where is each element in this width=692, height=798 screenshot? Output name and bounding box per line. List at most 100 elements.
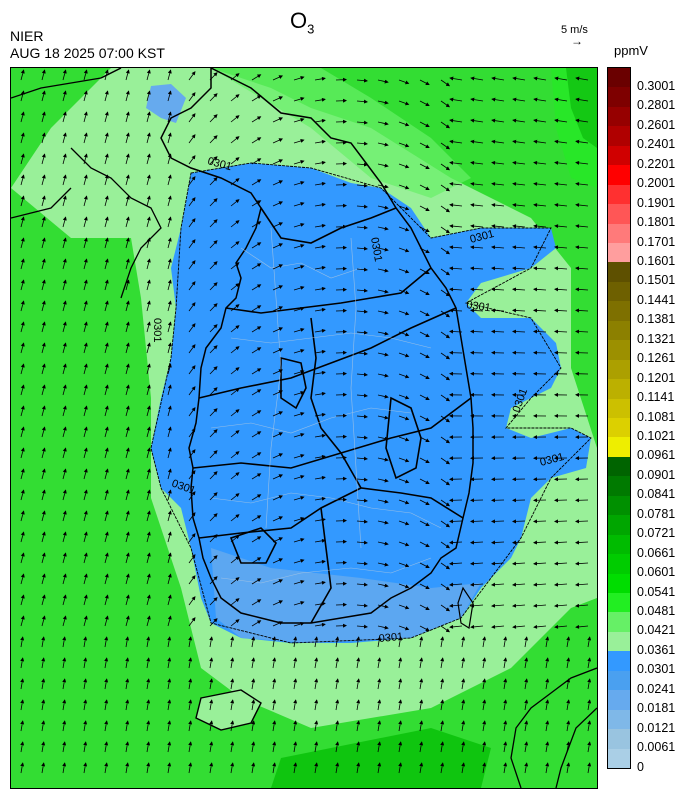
wind-arrow-icon <box>104 615 109 627</box>
wind-arrow-icon <box>41 195 46 207</box>
wind-arrow-icon <box>251 284 262 291</box>
wind-arrow-icon <box>293 118 305 123</box>
wind-arrow-icon <box>545 636 550 648</box>
colorbar-cell <box>608 554 630 574</box>
wind-arrow-icon <box>575 181 589 186</box>
colorbar-label: 0.1081 <box>637 409 676 424</box>
wind-arrow-icon <box>272 222 284 228</box>
wind-arrow-icon <box>419 436 430 443</box>
wind-arrow-icon <box>251 431 262 438</box>
wind-arrow-icon <box>491 540 505 545</box>
wind-arrow-icon <box>533 139 547 144</box>
wind-arrow-icon <box>554 181 568 186</box>
wind-arrow-icon <box>62 720 67 732</box>
wind-arrow-icon <box>449 97 463 102</box>
colorbar-cell <box>608 165 630 185</box>
wind-arrow-icon <box>356 720 361 732</box>
wind-arrow-icon <box>440 415 451 423</box>
colorbar-cell <box>608 612 630 632</box>
wind-arrow-icon <box>449 160 463 165</box>
wind-arrow-icon <box>314 370 326 375</box>
wind-arrow-icon <box>62 636 67 648</box>
wind-arrow-icon <box>356 330 368 335</box>
colorbar-label: 0.0181 <box>637 701 676 716</box>
wind-arrow-icon <box>377 541 389 546</box>
colorbar-cell <box>608 320 630 341</box>
peninsula-coastline <box>100 68 474 624</box>
wind-arrow-icon <box>440 79 451 87</box>
wind-arrow-icon <box>167 300 172 312</box>
contour-lines <box>150 162 592 644</box>
wind-arrow-icon <box>209 408 218 417</box>
colorbar-label: 0.2001 <box>637 176 676 191</box>
wind-arrow-icon <box>314 202 326 207</box>
wind-arrow-icon <box>125 573 130 585</box>
wind-arrow-icon <box>356 267 368 272</box>
wind-arrow-icon <box>293 139 305 144</box>
wind-arrow-icon <box>230 283 240 291</box>
wind-arrow-icon <box>575 266 589 271</box>
wind-arrow-icon <box>512 540 526 545</box>
wind-arrow-icon <box>230 94 240 102</box>
wind-arrow-icon <box>188 302 196 312</box>
wind-arrow-icon <box>419 636 424 648</box>
wind-arrow-icon <box>482 720 487 732</box>
contour-label: 0301 <box>368 236 384 262</box>
wind-arrow-icon <box>83 300 88 312</box>
wind-arrow-icon <box>398 121 410 127</box>
wind-arrow-icon <box>377 720 382 732</box>
wind-arrow-icon <box>440 205 451 213</box>
wind-arrow-icon <box>293 496 305 501</box>
wind-arrow-icon <box>398 415 410 421</box>
title-main: O <box>290 8 308 33</box>
wind-arrow-icon <box>167 594 172 606</box>
wind-arrow-icon <box>41 573 46 585</box>
wind-arrow-icon <box>293 265 305 270</box>
wind-arrow-icon <box>293 762 298 774</box>
wind-arrow-icon <box>146 573 151 585</box>
wind-arrow-icon <box>377 762 382 774</box>
wind-arrow-icon <box>512 181 526 186</box>
japan-coastline <box>510 667 597 788</box>
wind-arrow-icon <box>209 240 218 249</box>
wind-arrow-icon <box>62 384 67 396</box>
wind-arrow-icon <box>356 699 361 711</box>
colorbar-cell <box>608 729 630 749</box>
colorbar-cell <box>608 184 630 205</box>
wind-arrow-icon <box>104 321 109 333</box>
wind-arrow-icon <box>83 531 88 543</box>
wind-arrow-icon <box>125 153 130 165</box>
wind-arrow-icon <box>125 69 130 81</box>
wind-arrow-icon <box>251 599 262 606</box>
colorbar-label: 0.1601 <box>637 254 676 268</box>
wind-arrow-icon <box>209 534 218 543</box>
wind-arrow-icon <box>125 384 130 396</box>
wind-arrow-icon <box>62 363 67 375</box>
wind-arrow-icon <box>251 678 256 690</box>
wind-arrow-icon <box>554 245 568 250</box>
wind-arrow-icon <box>491 97 505 102</box>
wind-arrow-icon <box>512 245 526 250</box>
wind-arrow-icon <box>230 619 240 627</box>
wind-arrow-icon <box>20 405 25 417</box>
wind-arrow-icon <box>104 489 109 501</box>
wind-arrow-icon <box>167 573 172 585</box>
wind-arrow-icon <box>41 321 46 333</box>
wind-arrow-icon <box>512 603 526 608</box>
colorbar-label: 0.0421 <box>637 623 676 638</box>
wind-arrow-icon <box>440 121 451 129</box>
colorbar-cell <box>608 243 630 263</box>
wind-arrow-icon <box>440 499 451 507</box>
wind-arrow-icon <box>125 279 130 291</box>
wind-arrow-icon <box>146 699 151 711</box>
wind-arrow-icon <box>83 321 88 333</box>
wind-arrow-icon <box>209 135 218 144</box>
wind-arrow-icon <box>491 519 505 524</box>
wind-arrow-icon <box>209 387 218 396</box>
wind-arrow-icon <box>125 174 130 186</box>
wind-arrow-icon <box>398 657 403 669</box>
wind-arrow-icon <box>470 181 484 186</box>
wind-arrow-icon <box>41 342 46 354</box>
wind-arrow-icon <box>440 352 451 360</box>
wind-arrow-icon <box>209 699 214 711</box>
